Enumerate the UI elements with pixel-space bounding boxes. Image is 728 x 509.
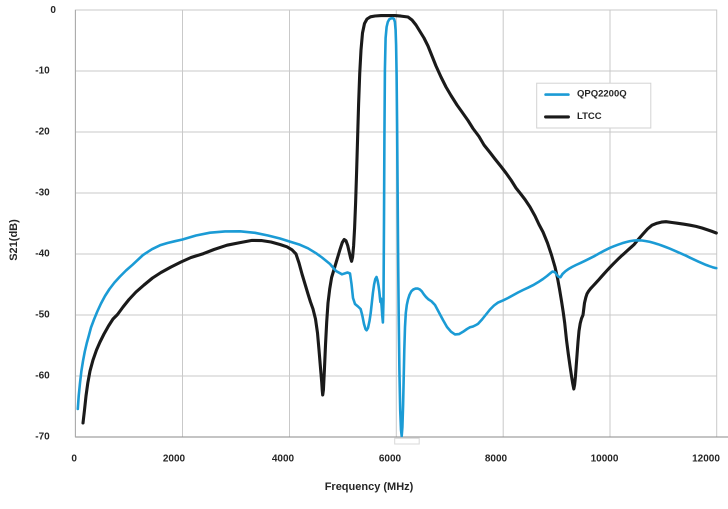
svg-text:0: 0 (50, 5, 56, 16)
svg-text:0: 0 (71, 454, 77, 465)
svg-text:-10: -10 (35, 66, 50, 77)
svg-text:-50: -50 (35, 310, 50, 321)
svg-text:LTCC: LTCC (577, 111, 602, 122)
svg-text:-30: -30 (35, 188, 50, 199)
svg-text:12000: 12000 (692, 454, 720, 465)
svg-text:-70: -70 (35, 432, 50, 443)
svg-text:10000: 10000 (591, 454, 619, 465)
svg-text:Frequency (MHz): Frequency (MHz) (325, 481, 414, 493)
svg-text:QPQ2200Q: QPQ2200Q (577, 89, 627, 100)
svg-text:S21(dB): S21(dB) (8, 219, 20, 261)
svg-text:-40: -40 (35, 249, 50, 260)
svg-text:8000: 8000 (485, 454, 508, 465)
svg-text:-20: -20 (35, 127, 50, 138)
svg-text:6000: 6000 (379, 454, 402, 465)
svg-text:4000: 4000 (272, 454, 295, 465)
svg-text:-60: -60 (35, 371, 50, 382)
svg-text:2000: 2000 (163, 454, 186, 465)
